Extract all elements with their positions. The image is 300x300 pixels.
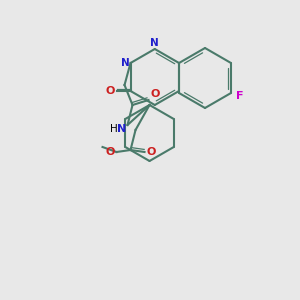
Text: O: O [105,86,115,96]
Text: H: H [110,124,117,134]
Text: N: N [117,124,126,134]
Text: N: N [121,58,130,68]
Text: N: N [150,38,159,48]
Text: F: F [236,91,244,101]
Text: O: O [151,89,160,99]
Text: O: O [105,147,115,157]
Text: O: O [146,147,156,157]
